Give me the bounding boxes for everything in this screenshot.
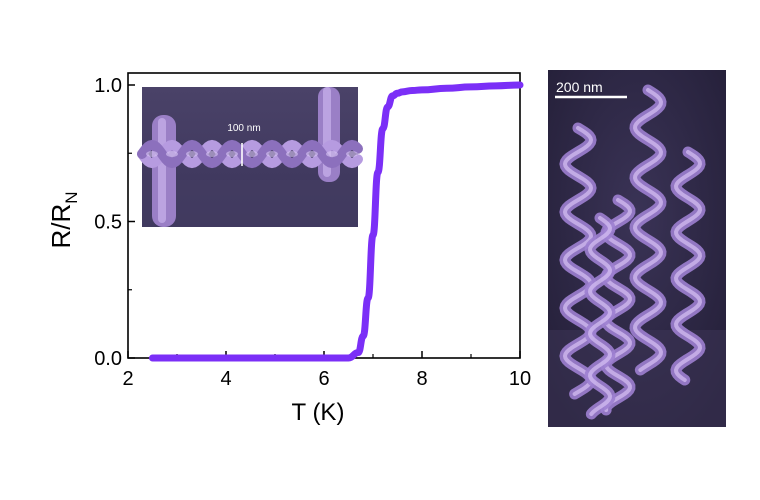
helix-highlight-3 bbox=[673, 150, 703, 382]
x-tick-label: 8 bbox=[416, 368, 427, 390]
inset-wire-highlight bbox=[306, 151, 318, 157]
inset-twisted-wire bbox=[137, 139, 363, 169]
y-tick-label: 0.5 bbox=[94, 212, 122, 234]
x-axis-ticks: 2 4 6 8 10 bbox=[122, 351, 531, 390]
inset-wire-highlight bbox=[166, 151, 178, 157]
x-tick-label: 4 bbox=[220, 368, 231, 390]
inset-wire-highlight bbox=[186, 151, 198, 157]
y-axis-label-main: R/R bbox=[46, 204, 76, 249]
inset-wire-highlight bbox=[226, 151, 238, 157]
x-tick-label: 10 bbox=[509, 368, 531, 390]
x-tick-label: 6 bbox=[318, 368, 329, 390]
inset-sem-image: 100 nm bbox=[137, 87, 363, 227]
helix-highlight-0 bbox=[562, 126, 594, 396]
inset-wire-highlight bbox=[146, 151, 158, 157]
y-axis-label-subscript: N bbox=[62, 191, 81, 203]
y-axis-ticks: 0.0 0.5 1.0 bbox=[94, 75, 135, 370]
inset-substrate-band bbox=[142, 180, 358, 227]
inset-wire-strand-1 bbox=[137, 139, 363, 169]
side-sem-image: 200 nm bbox=[548, 70, 726, 427]
y-axis-label: R/RN bbox=[46, 191, 81, 248]
inset-left-electrode-highlight bbox=[158, 118, 166, 223]
inset-wire-highlight bbox=[326, 151, 338, 157]
inset-wire-highlight bbox=[246, 151, 258, 157]
inset-scale-label: 100 nm bbox=[227, 123, 260, 134]
side-helices bbox=[559, 84, 706, 420]
y-tick-label: 1.0 bbox=[94, 75, 122, 97]
inset-wire-highlight bbox=[206, 151, 218, 157]
inset-wire-highlight bbox=[286, 151, 298, 157]
x-tick-label: 2 bbox=[122, 368, 133, 390]
helix-highlight-4 bbox=[587, 216, 613, 416]
side-scale-label: 200 nm bbox=[556, 79, 603, 95]
helix-highlight-2 bbox=[633, 88, 663, 372]
x-axis-label: T (K) bbox=[292, 399, 345, 426]
y-tick-label: 0.0 bbox=[94, 348, 122, 370]
series-line-0 bbox=[149, 81, 524, 362]
series-group bbox=[149, 81, 524, 362]
inset-wire-highlight bbox=[266, 151, 278, 157]
inset-wire-highlight bbox=[346, 151, 358, 157]
